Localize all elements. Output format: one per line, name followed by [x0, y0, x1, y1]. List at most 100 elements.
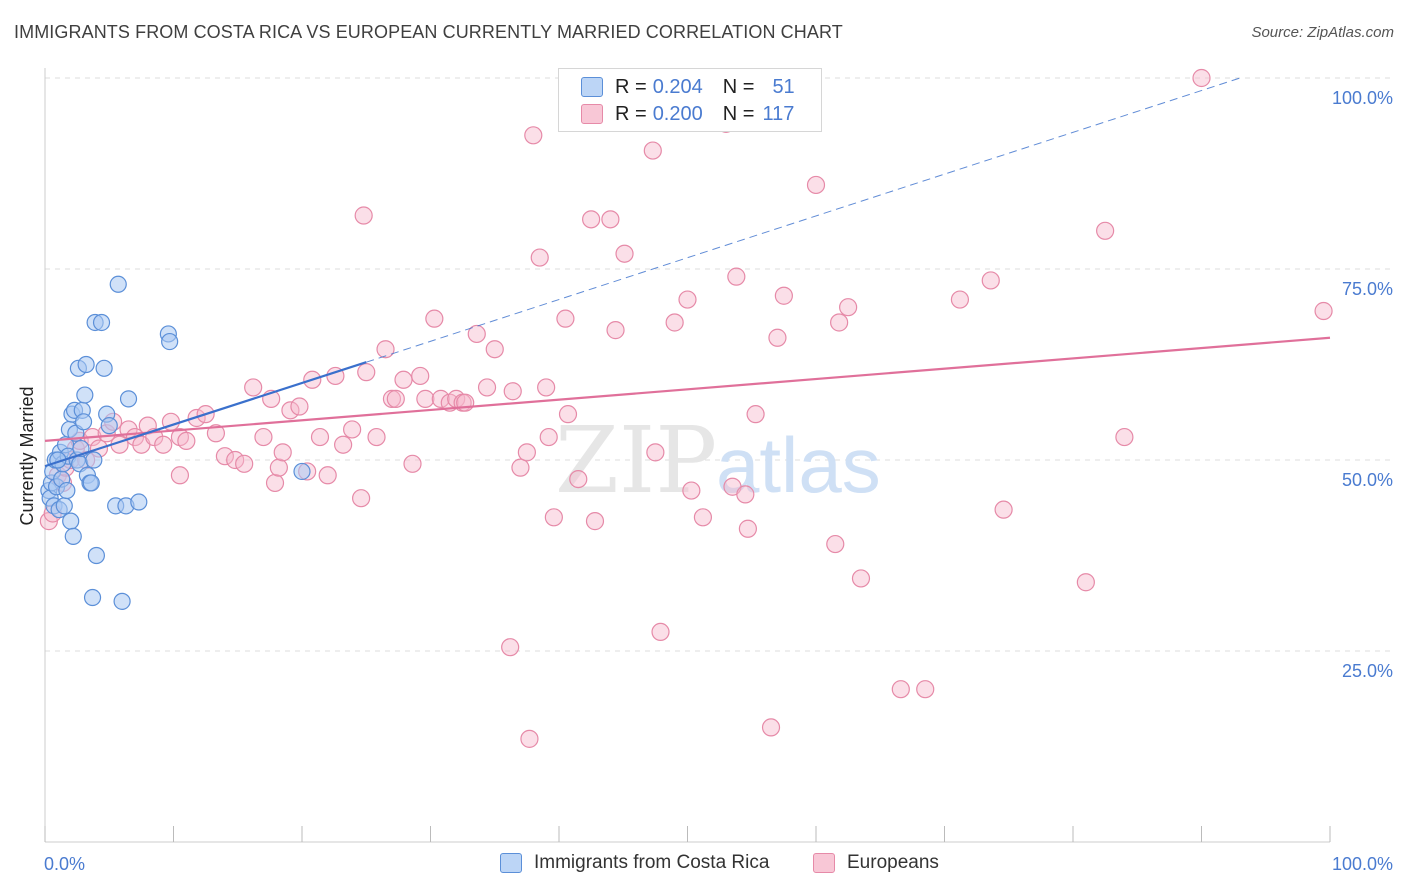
legend-r-label: R = [615, 75, 647, 98]
data-point-europeans [646, 443, 665, 462]
data-point-europeans [431, 389, 450, 408]
data-point-europeans [558, 405, 578, 424]
data-point-europeans [1192, 68, 1211, 88]
data-point-europeans [1076, 573, 1095, 592]
svg-text:atlas: atlas [716, 421, 881, 509]
data-point-europeans [651, 622, 670, 642]
data-point-costa-rica [62, 512, 80, 530]
data-point-europeans [138, 416, 157, 435]
data-point-europeans [678, 290, 697, 309]
axes [44, 68, 1331, 843]
data-point-europeans [981, 271, 1000, 290]
data-point-costa-rica [55, 497, 73, 515]
data-point-europeans [215, 447, 234, 466]
data-point-europeans [761, 718, 781, 737]
data-point-costa-rica [76, 386, 94, 404]
data-point-europeans [539, 427, 558, 447]
data-point-europeans [826, 534, 845, 554]
data-point-costa-rica [293, 462, 311, 481]
legend-r-label: R = [615, 102, 647, 125]
data-point-europeans [520, 729, 539, 748]
data-point-europeans [376, 340, 395, 359]
data-point-europeans [235, 454, 254, 473]
data-point-costa-rica [119, 390, 138, 408]
data-point-europeans [310, 427, 330, 447]
gridlines [45, 77, 1395, 652]
data-point-europeans [1096, 221, 1115, 240]
data-point-europeans [556, 309, 575, 328]
data-point-costa-rica [85, 451, 103, 469]
data-point-europeans [416, 389, 435, 408]
data-point-costa-rica [109, 275, 127, 293]
bottom-legend-label-costa-rica: Immigrants from Costa Rica [534, 852, 770, 873]
legend-n-value: 51 [772, 75, 795, 98]
data-point-costa-rica [58, 481, 76, 500]
legend-r-value: 0.204 [652, 75, 703, 98]
legend-n-value: 117 [762, 102, 795, 125]
data-point-europeans [682, 481, 701, 500]
data-point-europeans [485, 340, 504, 359]
data-point-europeans [891, 680, 910, 699]
data-point-europeans [806, 175, 826, 195]
bottom-legend-europeans: Europeans [813, 852, 939, 874]
legend-r-value: 0.200 [652, 102, 703, 125]
data-point-europeans [226, 450, 245, 470]
data-point-costa-rica [130, 493, 148, 511]
watermark: ZIP atlas [555, 407, 881, 514]
svg-text:ZIP: ZIP [555, 407, 717, 514]
data-point-europeans [269, 458, 288, 477]
data-point-europeans [334, 435, 353, 454]
data-point-europeans [615, 244, 634, 263]
y-axis-label: Currently Married [17, 386, 37, 525]
data-point-costa-rica [83, 588, 102, 607]
data-point-europeans [501, 638, 520, 657]
data-point-costa-rica [161, 332, 179, 351]
data-point-europeans [830, 313, 849, 332]
data-point-europeans [273, 443, 292, 462]
data-point-costa-rica [113, 592, 131, 610]
y-tick-label: 25.0% [1342, 661, 1393, 681]
data-point-europeans [425, 309, 444, 328]
data-point-europeans [851, 569, 871, 588]
trend-extension-costa-rica [366, 77, 1241, 363]
data-point-europeans [254, 427, 273, 447]
data-point-europeans [582, 210, 601, 229]
data-point-europeans [281, 401, 300, 420]
trend-lines [44, 77, 1331, 468]
data-point-europeans [916, 680, 935, 699]
data-point-europeans [357, 363, 376, 382]
data-point-costa-rica [92, 313, 111, 332]
data-point-europeans [585, 512, 605, 531]
source-label: Source: ZipAtlas.com [1251, 24, 1394, 41]
data-point-europeans [606, 321, 625, 340]
data-point-costa-rica [64, 527, 82, 546]
data-point-europeans [386, 389, 405, 408]
data-point-europeans [665, 313, 684, 332]
data-point-europeans [206, 424, 226, 443]
data-point-europeans [354, 206, 373, 225]
bottom-legend-costa-rica: Immigrants from Costa Rica [500, 852, 769, 874]
data-point-europeans [601, 210, 620, 229]
legend-row-costa-rica: R = 0.204 N = 51 [581, 74, 795, 100]
europeans-points [39, 68, 1333, 748]
data-point-europeans [177, 431, 196, 450]
data-point-costa-rica [82, 474, 100, 492]
data-point-europeans [1314, 301, 1333, 321]
data-point-europeans [352, 489, 371, 508]
data-point-costa-rica [95, 359, 113, 377]
data-point-europeans [544, 508, 563, 527]
data-point-costa-rica [74, 413, 93, 431]
data-point-costa-rica [77, 355, 95, 374]
data-point-europeans [394, 370, 413, 389]
data-point-europeans [467, 324, 486, 344]
data-point-europeans [643, 141, 662, 160]
legend-n-label: N = [722, 75, 755, 98]
data-point-europeans [154, 435, 173, 454]
data-point-europeans [403, 454, 422, 473]
data-point-europeans [994, 500, 1013, 519]
data-point-europeans [530, 248, 549, 267]
legend-swatch-costa-rica [581, 77, 603, 97]
data-point-europeans [738, 519, 757, 538]
stats-legend: R = 0.204 N = 51 R = 0.200 N = 117 [558, 68, 822, 132]
y-tick-label: 100.0% [1332, 88, 1393, 108]
